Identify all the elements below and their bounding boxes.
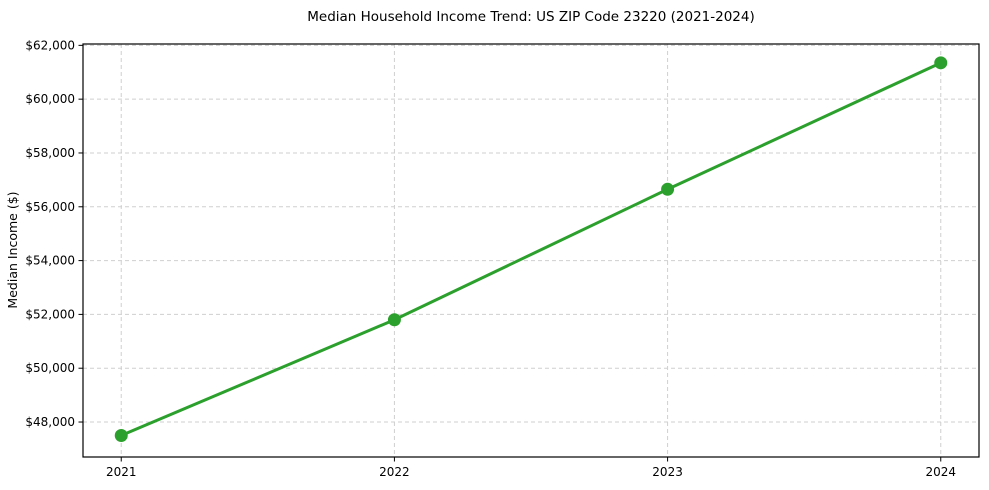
y-tick-label: $50,000 (25, 361, 75, 375)
y-tick-label: $48,000 (25, 415, 75, 429)
y-tick-label: $56,000 (25, 200, 75, 214)
data-point-2024 (934, 56, 948, 70)
trend-line (119, 61, 943, 437)
data-point-2023 (661, 182, 675, 196)
x-tick-label: 2022 (379, 465, 410, 479)
y-tick-label: $60,000 (25, 92, 75, 106)
y-tick-label: $62,000 (25, 38, 75, 52)
y-tick-label: $58,000 (25, 146, 75, 160)
y-axis-label: Median Income ($) (5, 191, 20, 308)
data-point-2022 (387, 313, 401, 327)
data-point-2021 (114, 428, 128, 442)
y-tick-label: $52,000 (25, 307, 75, 321)
x-tick-label: 2023 (652, 465, 683, 479)
x-tick-label: 2021 (106, 465, 137, 479)
x-tick-label: 2024 (925, 465, 956, 479)
y-tick-label: $54,000 (25, 254, 75, 268)
chart-title: Median Household Income Trend: US ZIP Co… (307, 9, 755, 25)
plot-border (82, 43, 980, 458)
plot-content: $48,000 $50,000 $52,000 $54,000 $56,000 $58,0… (25, 38, 980, 479)
